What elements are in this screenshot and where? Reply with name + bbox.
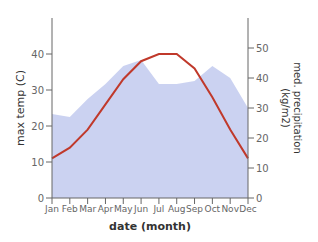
svg-text:20: 20 bbox=[31, 121, 44, 132]
svg-text:Dec: Dec bbox=[239, 204, 256, 214]
svg-text:0: 0 bbox=[38, 193, 44, 204]
svg-text:Sep: Sep bbox=[186, 204, 203, 214]
svg-text:30: 30 bbox=[31, 85, 44, 96]
svg-text:Apr: Apr bbox=[98, 204, 114, 214]
svg-text:med. precipitation(kg/m2): med. precipitation(kg/m2) bbox=[280, 62, 303, 154]
svg-text:Mar: Mar bbox=[79, 204, 96, 214]
svg-text:40: 40 bbox=[256, 73, 269, 84]
svg-text:Jan: Jan bbox=[44, 204, 59, 214]
svg-text:30: 30 bbox=[256, 103, 269, 114]
svg-text:Feb: Feb bbox=[62, 204, 78, 214]
svg-text:Oct: Oct bbox=[205, 204, 221, 214]
svg-text:Jul: Jul bbox=[152, 204, 164, 214]
svg-text:Nov: Nov bbox=[221, 204, 239, 214]
svg-text:max temp (C): max temp (C) bbox=[14, 70, 27, 146]
svg-text:50: 50 bbox=[256, 43, 269, 54]
svg-text:0: 0 bbox=[256, 193, 262, 204]
svg-text:Aug: Aug bbox=[168, 204, 186, 214]
svg-text:20: 20 bbox=[256, 133, 269, 144]
svg-text:10: 10 bbox=[31, 157, 44, 168]
svg-text:10: 10 bbox=[256, 163, 269, 174]
svg-text:May: May bbox=[114, 204, 133, 214]
svg-text:date (month): date (month) bbox=[109, 220, 191, 233]
svg-text:40: 40 bbox=[31, 49, 44, 60]
svg-text:Jun: Jun bbox=[133, 204, 148, 214]
